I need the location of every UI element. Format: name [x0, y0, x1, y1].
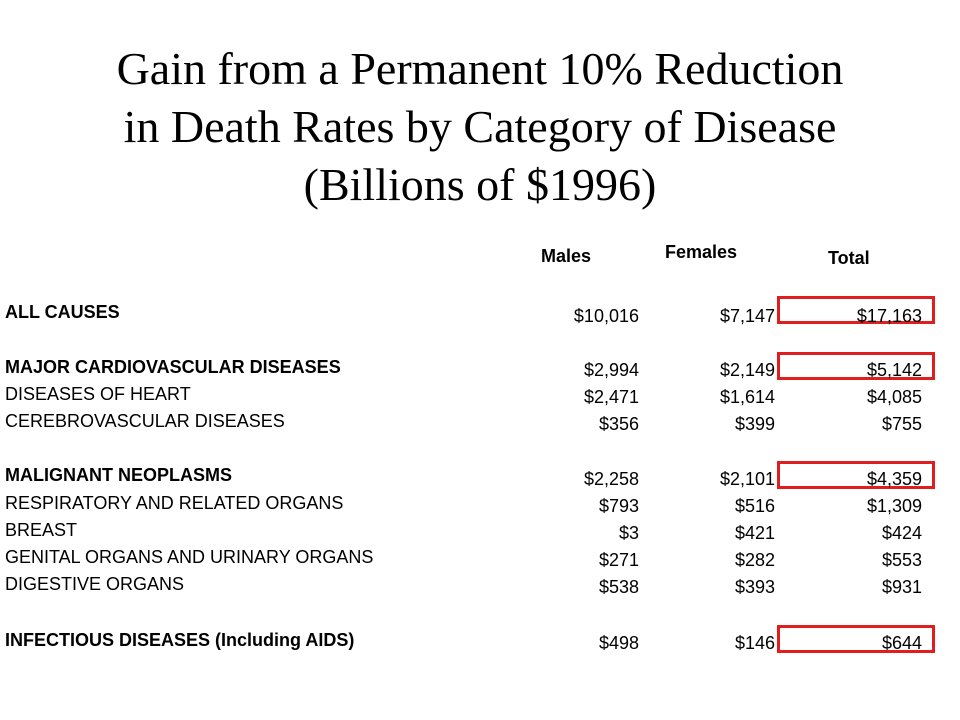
highlight-box: [777, 352, 935, 380]
row-label-major-cardiovascular: MAJOR CARDIOVASCULAR DISEASES: [5, 357, 341, 377]
row-label-cerebrovascular: CEREBROVASCULAR DISEASES: [5, 411, 285, 431]
highlight-box: [777, 461, 935, 489]
females-value: $393: [734, 577, 775, 597]
row-label-respiratory: RESPIRATORY AND RELATED ORGANS: [5, 493, 344, 513]
total-value: $1,309: [866, 496, 922, 516]
row-label-diseases-of-heart: DISEASES OF HEART: [5, 384, 191, 404]
title-line-3: (Billions of $1996): [303, 159, 657, 210]
slide-title: Gain from a Permanent 10% Reduction in D…: [0, 40, 960, 214]
column-header-total: Total: [828, 248, 870, 268]
females-value: $7,147: [719, 306, 775, 326]
title-line-2: in Death Rates by Category of Disease: [123, 101, 837, 152]
males-value: $2,994: [583, 360, 639, 380]
females-value: $399: [734, 414, 775, 434]
highlight-box: [777, 625, 935, 653]
males-value: $538: [598, 577, 639, 597]
row-label-digestive: DIGESTIVE ORGANS: [5, 574, 185, 594]
females-value: $146: [734, 633, 775, 653]
females-value: $1,614: [719, 387, 775, 407]
row-label-infectious-diseases: INFECTIOUS DISEASES (Including AIDS): [5, 630, 355, 650]
total-value: $17,163: [856, 306, 922, 326]
males-value: $271: [598, 550, 639, 570]
row-label-genital-urinary: GENITAL ORGANS AND URINARY ORGANS: [5, 547, 374, 567]
males-value: $10,016: [573, 306, 639, 326]
total-value: $931: [881, 577, 922, 597]
females-value: $282: [734, 550, 775, 570]
total-value: $5,142: [866, 360, 922, 380]
row-label-all-causes: ALL CAUSES: [5, 302, 120, 322]
row-label-malignant-neoplasms: MALIGNANT NEOPLASMS: [5, 465, 232, 485]
males-value: $3: [618, 523, 639, 543]
males-value: $498: [598, 633, 639, 653]
highlight-box: [777, 296, 935, 324]
total-value: $553: [881, 550, 922, 570]
column-header-females: Females: [665, 242, 738, 262]
males-value: $793: [598, 496, 639, 516]
males-value: $2,471: [583, 387, 639, 407]
males-value: $356: [598, 414, 639, 434]
females-value: $516: [734, 496, 775, 516]
total-value: $4,085: [866, 387, 922, 407]
row-label-breast: BREAST: [5, 520, 78, 540]
total-value: $424: [881, 523, 922, 543]
title-line-1: Gain from a Permanent 10% Reduction: [116, 43, 844, 94]
females-value: $2,101: [719, 469, 775, 489]
total-value: $4,359: [866, 469, 922, 489]
males-value: $2,258: [583, 469, 639, 489]
total-value: $755: [881, 414, 922, 434]
females-value: $2,149: [719, 360, 775, 380]
column-header-males: Males: [541, 246, 592, 266]
total-value: $644: [881, 633, 922, 653]
females-value: $421: [734, 523, 775, 543]
